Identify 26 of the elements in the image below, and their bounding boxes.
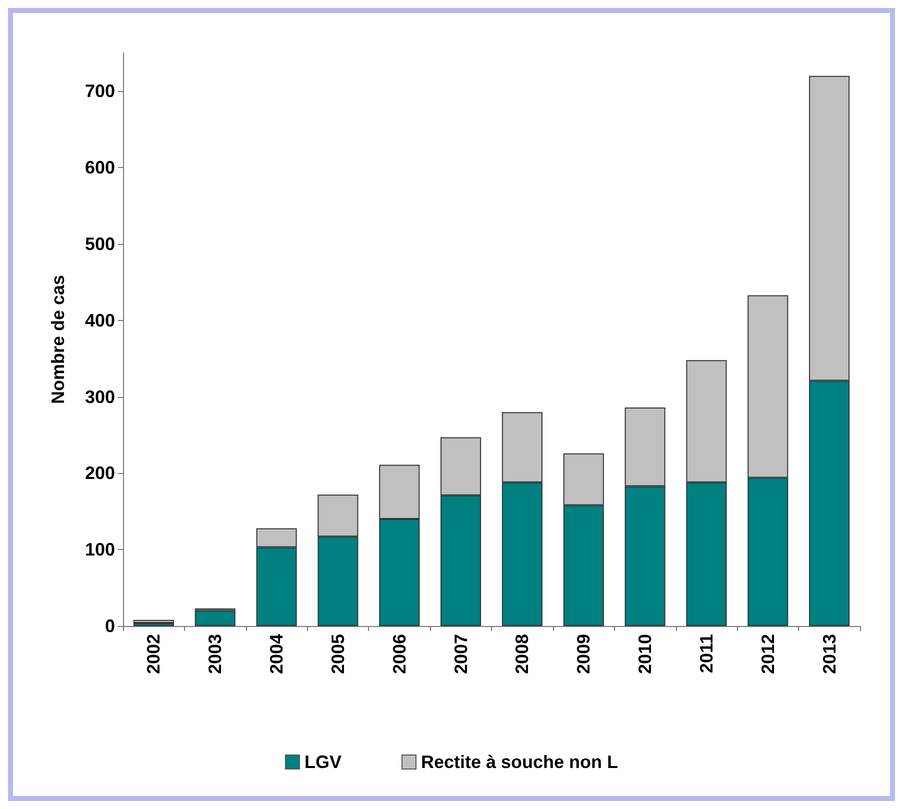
x-tick-label: 2005 [328, 634, 348, 674]
x-tick-label: 2013 [819, 634, 840, 674]
y-tick-label: 0 [104, 616, 115, 636]
x-tick-label: 2007 [450, 634, 471, 674]
y-tick-label: 500 [84, 234, 115, 254]
x-tick-label: 2008 [512, 634, 532, 674]
x-tick-label: 2002 [144, 634, 164, 674]
x-tick-label: 2004 [266, 634, 287, 674]
bar [133, 622, 174, 626]
y-tick-label: 700 [84, 81, 115, 102]
y-tick-label: 600 [84, 158, 115, 178]
x-tick-label: 2012 [758, 634, 778, 674]
x-tick-label: 2009 [574, 634, 594, 674]
y-tick-label: 100 [84, 540, 115, 560]
x-tick-label: 2010 [635, 634, 656, 674]
y-tick-label: 200 [84, 463, 115, 484]
legend-label: Rectite à souche non L [420, 752, 618, 772]
x-tick-label: 2011 [696, 634, 716, 674]
bar [194, 610, 236, 626]
y-tick-label: 400 [84, 310, 115, 330]
y-axis-title: Nombre de cas [48, 274, 68, 404]
y-tick-label: 300 [84, 386, 115, 407]
bar [133, 620, 174, 623]
x-tick-label: 2003 [205, 634, 226, 674]
x-tick-label: 2006 [389, 634, 410, 674]
legend-label: LGV [304, 752, 342, 772]
